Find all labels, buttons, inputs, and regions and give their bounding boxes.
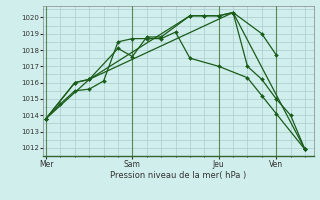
X-axis label: Pression niveau de la mer( hPa ): Pression niveau de la mer( hPa ): [110, 171, 246, 180]
